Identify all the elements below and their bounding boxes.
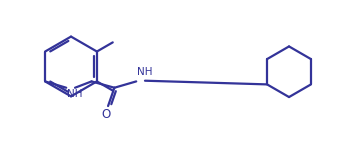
Text: NH: NH xyxy=(67,90,83,100)
Text: O: O xyxy=(101,108,110,121)
Text: NH: NH xyxy=(137,67,152,77)
